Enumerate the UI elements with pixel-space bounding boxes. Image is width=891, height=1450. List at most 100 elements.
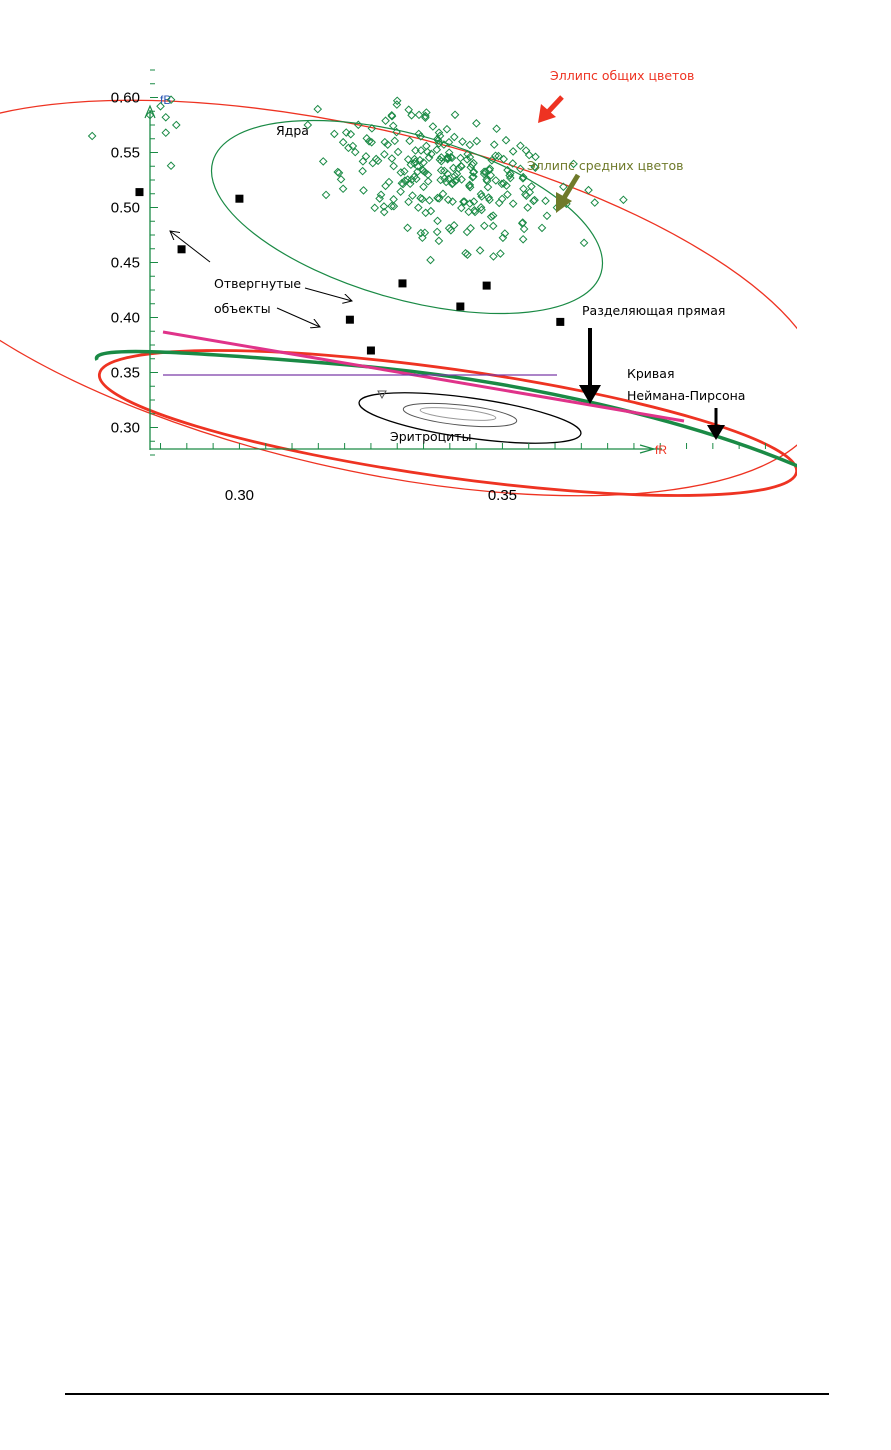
rejected-point [482,281,491,290]
rejected-point [456,302,465,311]
nucleus-point [422,141,431,151]
nucleus-point [166,161,176,171]
rejected-point [177,245,186,254]
erythrocytes-inner-ellipse [419,407,497,421]
nucleus-point [481,167,490,177]
nucleus-point [419,158,428,167]
y-tick-label: 0.60 [111,90,140,107]
erythrocytes-label: Эритроциты [390,429,471,444]
nucleus-point [436,166,446,175]
nucleus-point [450,110,460,120]
nucleus-point [465,199,475,208]
nucleus-point [433,193,442,203]
nucleus-point [437,153,446,162]
nucleus-point [344,143,353,153]
nucleus-point [489,140,499,149]
nucleus-point [477,192,487,201]
nucleus-point [422,108,431,117]
nucleus-point [519,224,529,234]
nucleus-point [388,121,398,131]
nucleus-point [333,167,343,177]
nucleus-point [508,159,518,168]
nucleus-point [523,203,532,212]
nucleus-point [465,140,475,150]
nucleus-point [448,197,457,206]
x-tick-label: 0.35 [488,487,517,504]
y-tick-label: 0.50 [111,200,140,217]
rejected-arrows [170,231,352,327]
nucleus-point [461,248,470,258]
nucleus-point [414,110,424,120]
rejected-point [398,279,407,288]
nucleus-point [384,177,394,187]
nucleus-point [413,162,423,171]
nucleus-point [161,128,171,138]
nucleus-point [496,249,505,258]
nucleus-point [443,154,452,164]
nucleus-point [392,127,401,137]
nucleus-point [485,165,494,175]
y-tick-label: 0.40 [111,310,140,327]
nucleus-point [423,177,433,186]
nucleus-point [313,104,323,114]
nucleus-point [449,132,459,142]
nucleus-point [464,181,474,191]
nucleus-point [489,252,498,261]
nucleus-point [482,175,491,184]
lower-red-ellipse [97,349,797,497]
nucleus-point [389,195,398,204]
separating-line-label: Разделяющая прямая [582,303,725,318]
nucleus-point [470,206,479,215]
nucleus-point [396,168,406,177]
nucleus-point [408,191,417,200]
nucleus-point [466,223,475,233]
y-tick-label: 0.55 [111,145,140,162]
nucleus-point [376,190,386,200]
mean-ellipse-label: Эллипс средних цветов [527,158,684,173]
nucleus-point [505,171,514,180]
y-axis-name: fB [160,93,171,107]
nucleus-point [579,238,589,248]
nucleus-point [403,155,413,164]
nucleus-point [433,216,442,226]
nucleus-point [434,128,444,137]
nucleus-point [387,201,396,211]
nucleus-point [435,131,445,141]
nucleus-point [484,193,493,202]
nucleus-point [433,136,443,145]
general-ellipse-label: Эллипс общих цветов [550,68,694,83]
nucleus-point [434,194,444,203]
nucleus-point [529,196,538,206]
nucleus-point [404,105,414,115]
rejected-label-line1: Отвергнутые [214,276,301,291]
y-tick-label: 0.35 [111,365,140,382]
nucleus-point [403,223,412,233]
nucleus-point [476,203,486,212]
nucleus-point [87,131,97,141]
nucleus-point [467,160,477,170]
nucleus-point [472,119,481,128]
nucleus-point [330,129,339,139]
nucleus-point [444,174,453,184]
nucleus-point [506,169,515,178]
x-tick-label: 0.30 [225,487,254,504]
nucleus-point [531,163,540,172]
nucleus-point [145,110,155,120]
nucleus-point [569,159,578,169]
nucleus-point [456,161,466,171]
nucleus-point [156,101,165,111]
rejected-point [366,346,375,355]
nucleus-point [542,211,552,221]
nucleus-point [450,176,460,186]
nucleus-point [407,175,417,184]
nuclei-points [87,95,628,265]
nucleus-point [480,221,489,231]
neyman-pearson-arrow [707,408,725,440]
nucleus-point [427,149,436,159]
nucleus-point [506,173,515,183]
nucleus-point [462,155,472,164]
nucleus-point [460,197,469,206]
nucleus-point [434,139,444,148]
nucleus-point [381,116,390,126]
nucleus-point [494,151,503,161]
